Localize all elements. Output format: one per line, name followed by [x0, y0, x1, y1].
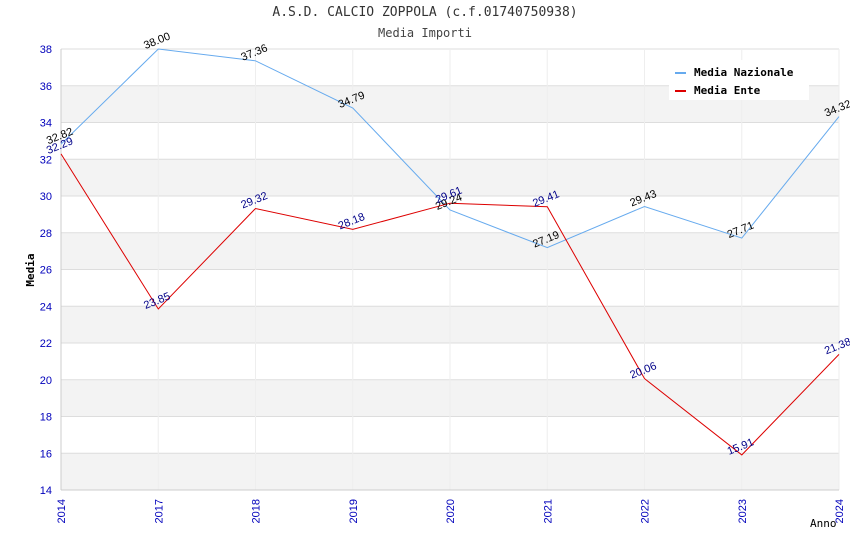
- x-tick-labels: 2014 2017 2018 2019 2020 2021 2022 2023 2024: [56, 499, 846, 523]
- y-tick-label: 30: [40, 191, 52, 203]
- chart-subtitle: Media Importi: [378, 26, 472, 40]
- x-tick-label: 2022: [640, 499, 652, 523]
- x-axis-label: Anno: [810, 517, 837, 530]
- legend-swatch-ente: [675, 90, 686, 92]
- series-line-0: [60, 48, 840, 249]
- data-label: 20.06: [628, 360, 658, 381]
- legend-item-nazionale: Media Nazionale: [675, 66, 793, 79]
- legend-item-ente: Media Ente: [675, 84, 760, 97]
- x-tick-label: 2019: [348, 499, 360, 523]
- y-tick-label: 32: [40, 154, 52, 166]
- y-tick-label: 26: [40, 265, 52, 277]
- x-tick-label: 2014: [56, 499, 68, 523]
- series-line-1: [60, 153, 840, 456]
- y-axis-label: Media: [24, 253, 37, 286]
- axes: [60, 49, 839, 491]
- y-tick-label: 24: [40, 301, 52, 313]
- x-tick-label: 2023: [737, 499, 749, 523]
- x-tick-label: 2018: [251, 499, 263, 523]
- y-tick-label: 36: [40, 81, 52, 93]
- y-tick-label: 16: [40, 448, 52, 460]
- y-tick-labels: 14 16 18 20 22 24 26 28 30 32 34 36 38: [40, 44, 52, 497]
- y-tick-label: 34: [40, 118, 52, 130]
- legend-label-nazionale: Media Nazionale: [694, 66, 794, 79]
- y-tick-label: 20: [40, 375, 52, 387]
- legend: Media Nazionale Media Ente: [669, 60, 809, 100]
- x-tick-label: 2021: [542, 499, 554, 523]
- chart-title: A.S.D. CALCIO ZOPPOLA (c.f.01740750938): [272, 5, 578, 20]
- y-tick-label: 22: [40, 338, 52, 350]
- x-tick-label: 2017: [153, 499, 165, 523]
- y-tick-label: 38: [40, 44, 52, 56]
- y-tick-label: 14: [40, 485, 52, 497]
- x-tick-label: 2020: [445, 499, 457, 523]
- x-tick-label: 2024: [834, 499, 846, 523]
- series-lines: [60, 48, 840, 456]
- y-tick-label: 28: [40, 228, 52, 240]
- legend-label-ente: Media Ente: [694, 84, 761, 97]
- legend-swatch-nazionale: [675, 72, 686, 74]
- y-tick-label: 18: [40, 412, 52, 424]
